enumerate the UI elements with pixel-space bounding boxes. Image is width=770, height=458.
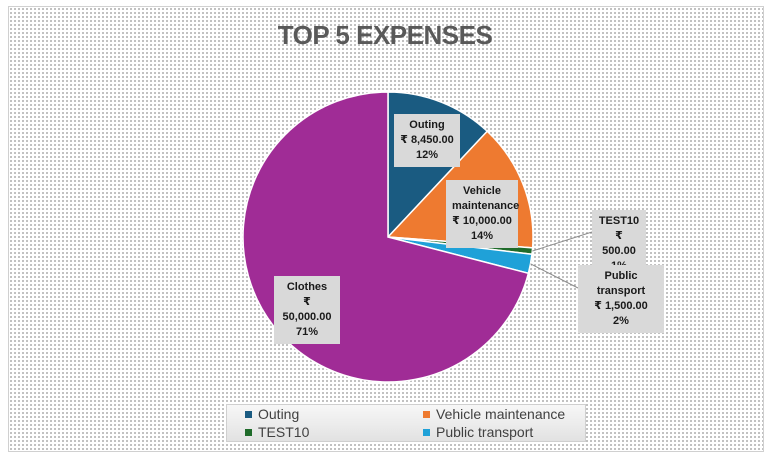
legend-entry-public-transport: Public transport [423, 424, 533, 440]
legend-entry-outing: Outing [245, 406, 299, 422]
data-label-clothes-value: ₹ 50,000.00 [282, 296, 332, 323]
leader-line-public-transport [530, 263, 579, 289]
legend-label-outing: Outing [258, 406, 300, 422]
legend-swatch-outing [245, 410, 252, 418]
data-label-public-transport-value: ₹ 1,500.00 [594, 300, 648, 312]
data-label-outing: Outing ₹ 8,450.00 12% [394, 114, 460, 167]
data-label-clothes: Clothes ₹ 50,000.00 71% [274, 276, 340, 344]
leader-line-test10 [532, 231, 593, 252]
legend-entry-vehicle-maintenance: Vehicle maintenance [423, 406, 565, 422]
legend-label-vehicle-maintenance: Vehicle maintenance [436, 406, 566, 422]
data-label-clothes-name: Clothes [286, 281, 328, 293]
legend-label-test10: TEST10 [258, 424, 310, 440]
data-label-test10-value: ₹ 500.00 [602, 230, 636, 257]
data-label-public-transport-percent: 2% [613, 315, 629, 327]
chart-title: TOP 5 EXPENSES [277, 20, 493, 50]
data-label-outing-percent: 12% [415, 149, 439, 161]
data-label-public-transport: Public transport ₹ 1,500.00 2% [578, 265, 664, 333]
legend-swatch-public-transport [423, 428, 430, 436]
legend-swatch-vehicle-maintenance [423, 410, 430, 418]
data-label-outing-value: ₹ 8,450.00 [400, 134, 454, 146]
data-label-vehicle-maintenance-name: Vehicle maintenance [452, 185, 520, 212]
data-label-vehicle-maintenance: Vehicle maintenance ₹ 10,000.00 14% [446, 180, 520, 248]
legend-label-public-transport: Public transport [436, 424, 534, 440]
legend-entry-test10: TEST10 [245, 424, 309, 440]
data-label-outing-name: Outing [409, 119, 445, 131]
data-label-test10-name: TEST10 [598, 215, 640, 227]
chart-legend: Outing Vehicle maintenance TEST10 Public… [226, 404, 586, 442]
data-label-public-transport-name: Public transport [596, 270, 646, 297]
legend-swatch-test10 [245, 428, 252, 436]
data-label-clothes-percent: 71% [295, 326, 319, 338]
data-label-vehicle-maintenance-value: ₹ 10,000.00 [452, 215, 512, 227]
data-label-vehicle-maintenance-percent: 14% [470, 230, 494, 242]
